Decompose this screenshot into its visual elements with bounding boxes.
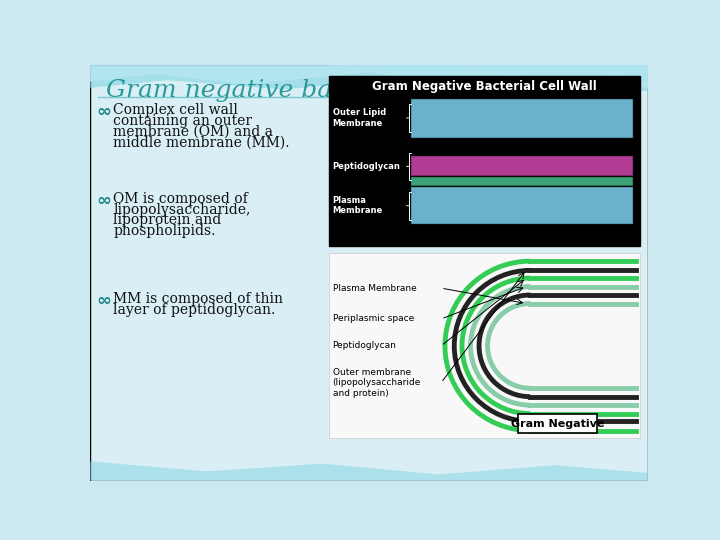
Polygon shape [90,461,648,481]
FancyBboxPatch shape [410,98,632,138]
Text: Peptidoglycan: Peptidoglycan [333,162,400,171]
Polygon shape [90,65,648,88]
Polygon shape [361,65,648,86]
Text: Periplasmic space: Periplasmic space [333,314,414,323]
FancyBboxPatch shape [329,253,640,438]
FancyBboxPatch shape [410,177,632,186]
Polygon shape [323,65,648,84]
Text: Outer Lipid
Membrane: Outer Lipid Membrane [333,108,386,127]
FancyBboxPatch shape [90,65,648,481]
Text: Gram negative bacteria: Gram negative bacteria [106,79,405,102]
Text: lipoprotein and: lipoprotein and [113,213,222,227]
Text: lipopolysaccharide,: lipopolysaccharide, [113,202,251,217]
Text: phospholipids.: phospholipids. [113,224,215,238]
Text: OM is composed of: OM is composed of [113,192,248,206]
Text: Plasma
Membrane: Plasma Membrane [333,196,383,215]
Polygon shape [90,65,648,92]
Text: middle membrane (MM).: middle membrane (MM). [113,136,289,150]
Text: Outer membrane
(lipopolysaccharide
and protein): Outer membrane (lipopolysaccharide and p… [333,368,421,397]
Text: ∞: ∞ [96,292,111,310]
Text: Plasma Membrane: Plasma Membrane [333,284,416,293]
FancyBboxPatch shape [329,76,640,246]
FancyBboxPatch shape [410,186,632,224]
Text: ∞: ∞ [96,192,111,210]
Text: membrane (OM) and a: membrane (OM) and a [113,125,274,139]
Text: Gram Negative: Gram Negative [510,418,604,429]
Text: Gram Negative Bacterial Cell Wall: Gram Negative Bacterial Cell Wall [372,80,597,93]
Text: MM is composed of thin: MM is composed of thin [113,292,283,306]
Text: containing an outer: containing an outer [113,114,253,128]
Text: Peptidoglycan: Peptidoglycan [333,341,397,350]
FancyBboxPatch shape [410,155,632,177]
Text: layer of peptidoglycan.: layer of peptidoglycan. [113,303,276,317]
FancyBboxPatch shape [518,414,597,433]
Text: ∞: ∞ [96,103,111,122]
Text: Complex cell wall: Complex cell wall [113,103,238,117]
